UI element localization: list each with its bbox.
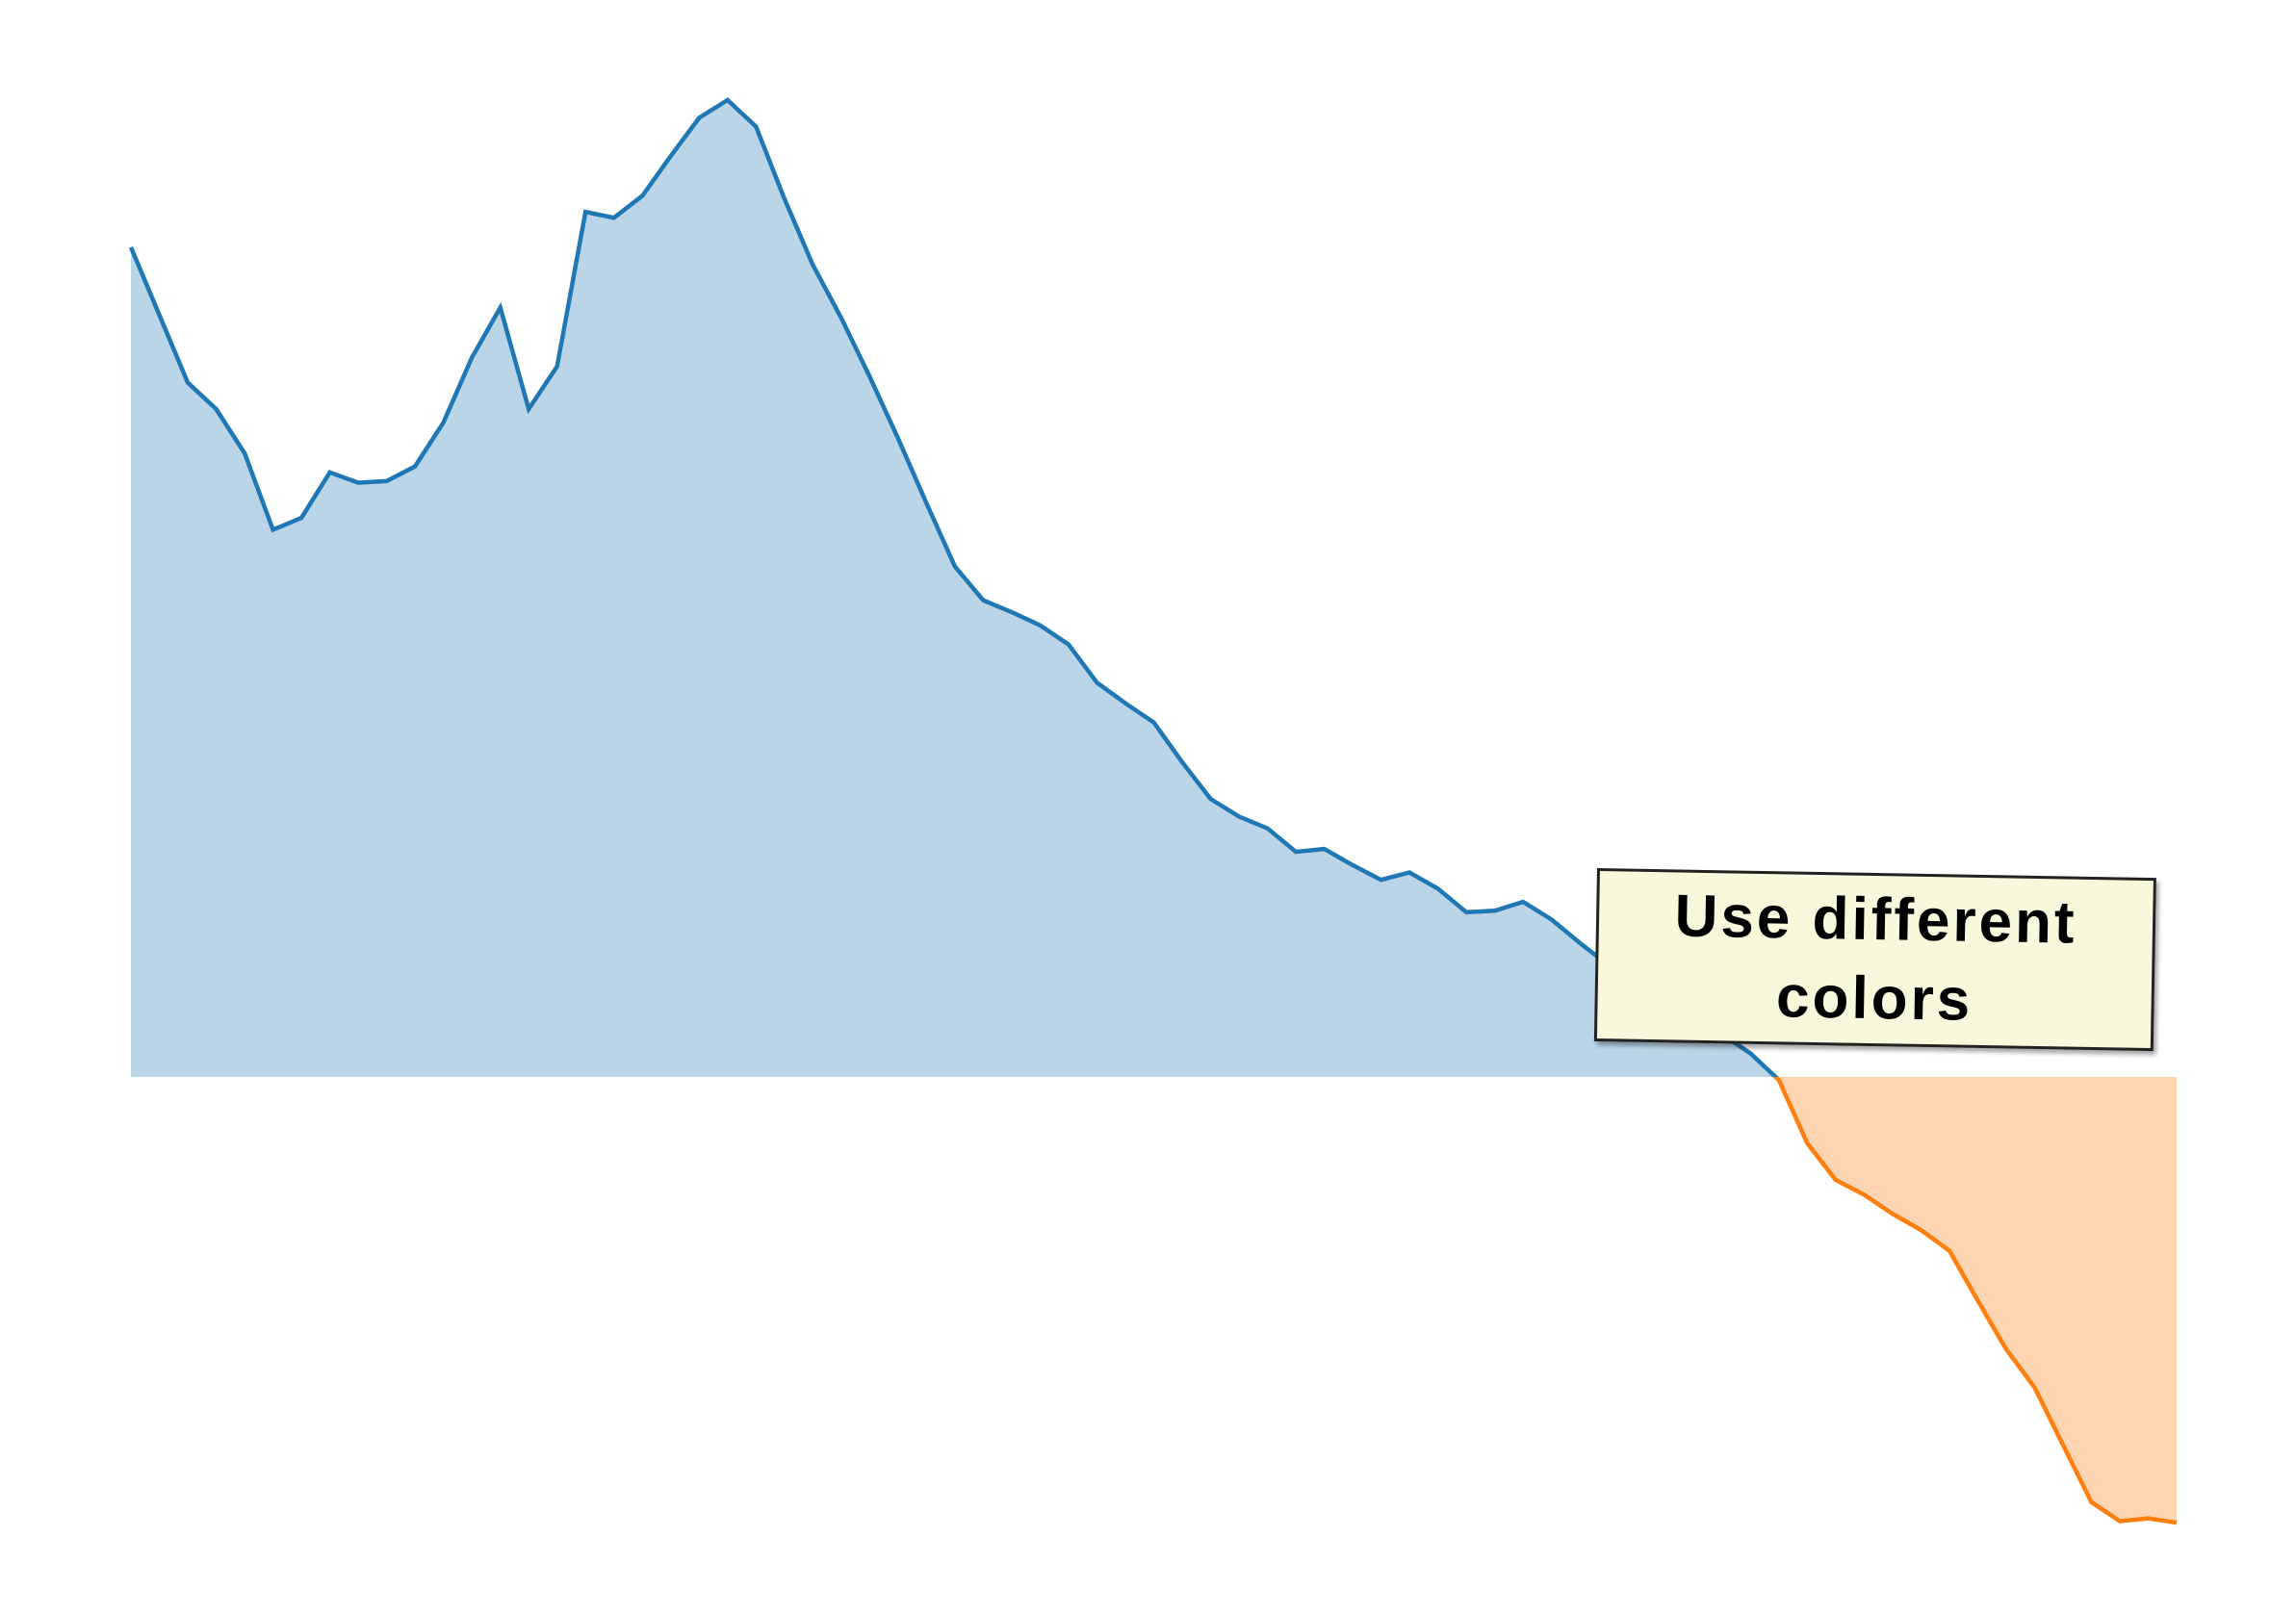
- area-line: [128, 97, 2178, 1525]
- annotation: Use different colors: [1593, 868, 2156, 1052]
- area-fill: [131, 100, 2177, 1524]
